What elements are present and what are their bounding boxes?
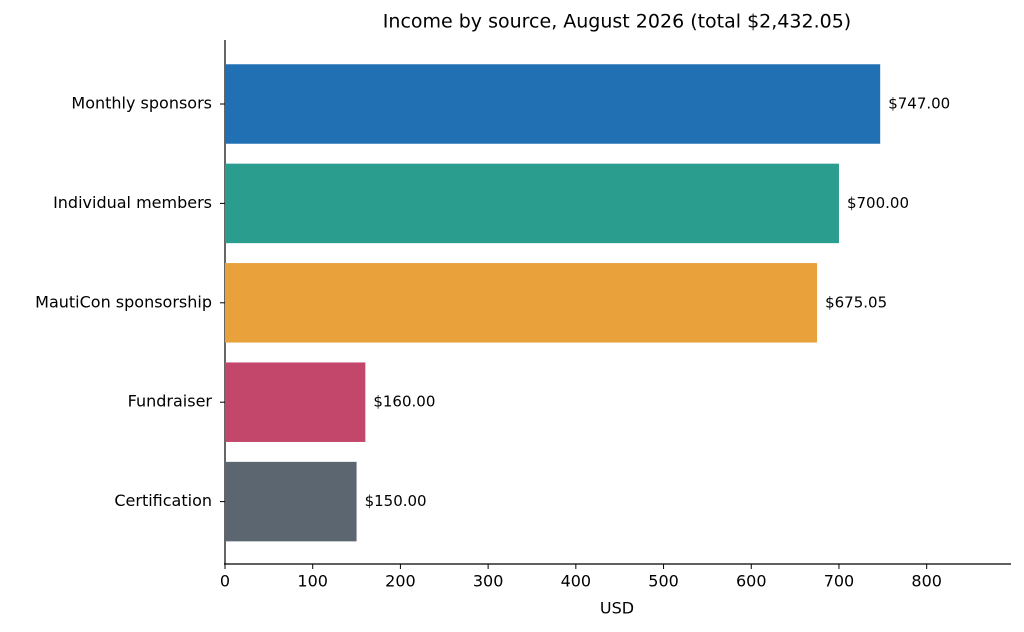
bar: [225, 362, 366, 442]
value-label: $150.00: [365, 492, 427, 510]
x-tick-label: 200: [385, 572, 416, 591]
x-tick-label: 300: [473, 572, 504, 591]
value-label: $160.00: [373, 393, 435, 411]
y-tick-label: Certification: [114, 491, 212, 510]
y-tick-label: MautiCon sponsorship: [35, 292, 212, 311]
y-tick-label: Fundraiser: [128, 392, 213, 411]
bar: [225, 461, 357, 542]
value-label: $747.00: [888, 95, 950, 113]
bar: [225, 64, 881, 144]
bar: [225, 163, 839, 244]
chart-title: Income by source, August 2026 (total $2,…: [383, 11, 851, 33]
value-label: $675.05: [825, 293, 887, 311]
x-tick-label: 800: [911, 572, 942, 591]
x-tick-label: 700: [824, 572, 855, 591]
x-axis-label: USD: [600, 599, 634, 618]
x-tick-label: 600: [736, 572, 767, 591]
x-tick-label: 400: [561, 572, 592, 591]
value-label: $700.00: [847, 194, 909, 212]
x-tick-label: 500: [648, 572, 679, 591]
y-tick-label: Individual members: [53, 193, 212, 212]
x-tick-label: 0: [220, 572, 230, 591]
bar: [225, 263, 818, 343]
x-tick-label: 100: [297, 572, 328, 591]
y-tick-label: Monthly sponsors: [71, 94, 212, 113]
